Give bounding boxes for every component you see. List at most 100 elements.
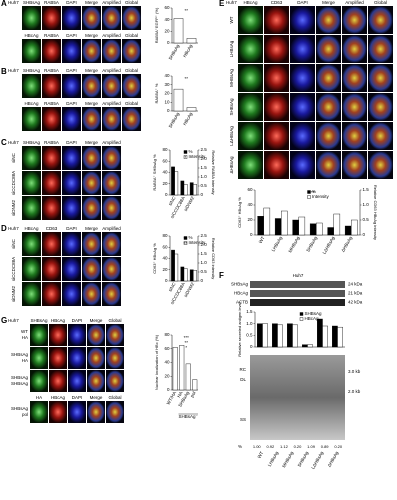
micrograph — [368, 93, 393, 121]
size-marker: 3.0 kb — [348, 369, 361, 374]
bar — [281, 210, 288, 236]
y-tick-label: 40 — [162, 256, 168, 261]
legend-label: HBcAg — [305, 316, 320, 321]
y-tick-label: 10 — [164, 99, 170, 104]
dna-form: SS — [240, 417, 246, 422]
legend-label: SHBsAg — [305, 311, 323, 316]
bar — [287, 323, 293, 348]
y-tick-label: 30 — [164, 82, 170, 87]
column-header: HA — [36, 395, 42, 400]
row-label: siCCDC88A — [11, 257, 16, 281]
y-tick-label: 0 — [167, 108, 170, 113]
column-header: Amplified — [102, 33, 121, 38]
y2-tick-label: 2.5 — [201, 233, 208, 238]
blot-band — [250, 290, 345, 297]
micrograph — [82, 146, 101, 170]
y-tick-label: 80 — [162, 233, 168, 238]
micrograph — [102, 6, 121, 30]
y-tick-label: 0 — [167, 387, 170, 392]
micrograph — [122, 39, 141, 63]
percent-value: 1.12 — [280, 444, 289, 449]
bar — [180, 266, 185, 282]
micrograph — [368, 122, 393, 150]
row-label: SHBsAg — [229, 98, 234, 116]
micrograph — [42, 196, 61, 220]
bar — [298, 216, 306, 236]
panel-label: A — [1, 0, 7, 8]
y-axis-label: RAB5A⁺ SHBsAg % — [152, 154, 157, 191]
micrograph — [106, 347, 124, 369]
column-header: Amplified — [345, 0, 364, 5]
column-header: RAB5A — [44, 140, 59, 145]
micrograph — [82, 171, 101, 195]
micrograph — [22, 257, 41, 281]
column-header: Amplified — [102, 101, 121, 106]
micrograph — [368, 6, 393, 34]
micrograph — [290, 6, 315, 34]
micrograph — [42, 39, 61, 63]
micrograph — [62, 6, 81, 30]
micrograph — [62, 39, 81, 63]
cell-line: Huh7 — [226, 0, 237, 5]
y-tick-label: 60 — [162, 244, 168, 249]
y-tick-label: 40 — [164, 17, 170, 22]
micrograph — [238, 64, 263, 92]
y2-tick-label: 0.5 — [363, 217, 370, 222]
percent-value: 0.89 — [321, 444, 330, 449]
micrograph — [122, 107, 141, 131]
micrograph — [238, 122, 263, 150]
micrograph — [22, 146, 41, 170]
column-header: Merge — [85, 68, 98, 73]
micrograph — [102, 171, 121, 195]
x-tick-label: MHBsAg — [287, 235, 300, 253]
column-header: DAPI — [72, 318, 83, 323]
column-header: HBcAg — [51, 395, 66, 400]
micrograph — [368, 151, 393, 179]
column-header: DAPI — [297, 0, 308, 5]
band-label: SHBsAg — [231, 282, 249, 287]
y-tick-label: 60 — [162, 158, 168, 163]
micrograph — [238, 6, 263, 34]
y-tick-label: 0 — [165, 278, 168, 283]
bar — [179, 345, 185, 391]
lane-label: MHBsAg — [281, 450, 294, 468]
micrograph — [30, 347, 48, 369]
x-tick-label: LHBsAg — [271, 235, 284, 252]
significance: ** — [184, 150, 188, 155]
micrograph — [87, 401, 105, 423]
y-axis-label: RAB5A⁺ % — [154, 83, 159, 103]
legend-label: Intensity — [189, 154, 207, 159]
column-header: RAB5A — [44, 0, 59, 5]
y-tick-label: 60 — [164, 5, 170, 10]
micrograph — [62, 196, 81, 220]
micrograph — [368, 35, 393, 63]
bar — [192, 379, 198, 391]
y-axis-label: RAB5A⁺EGFP⁺ (%) — [154, 7, 159, 43]
cell-line: Huh7 — [8, 68, 19, 73]
y-tick-label: 60 — [247, 187, 253, 192]
legend-swatch — [183, 241, 188, 245]
micrograph — [316, 64, 341, 92]
percent-value: 1.00 — [253, 444, 262, 449]
bar — [183, 183, 188, 196]
micrograph — [87, 370, 105, 392]
column-header: RAB5A — [44, 101, 59, 106]
y2-tick-label: 0.5 — [201, 269, 208, 274]
column-header: HBcAg — [24, 226, 39, 231]
micrograph — [264, 93, 289, 121]
micrograph — [49, 347, 67, 369]
bar — [171, 249, 175, 282]
y-tick-label: 0 — [250, 232, 253, 237]
y2-axis-label: Relative CD63 intensity — [211, 238, 216, 280]
micrograph — [238, 151, 263, 179]
cell-line: Huh7 — [8, 0, 19, 5]
column-header: DAPI — [66, 33, 77, 38]
legend-swatch — [183, 236, 188, 240]
blot-title: Huh7 — [293, 273, 304, 278]
column-header: Global — [125, 0, 138, 5]
row-label: HA — [22, 335, 28, 340]
panel-label: B — [1, 67, 7, 76]
y-tick-label: 0 — [250, 344, 253, 349]
size-marker: 2.0 kb — [348, 389, 361, 394]
micrograph — [290, 151, 315, 179]
